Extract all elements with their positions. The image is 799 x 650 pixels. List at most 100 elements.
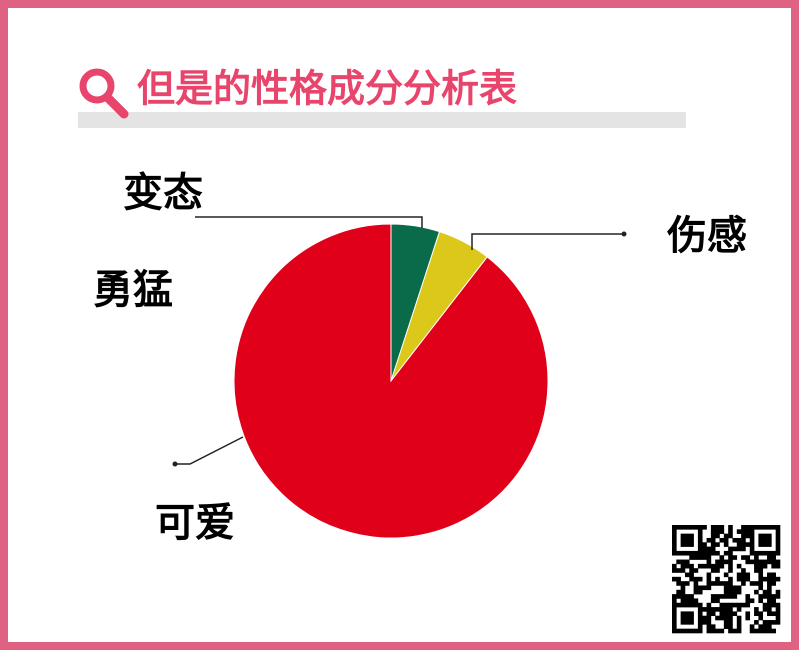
qr-cell (767, 572, 772, 578)
qr-cell (693, 525, 699, 530)
qr-cell (736, 624, 742, 629)
qr-cell (767, 581, 772, 586)
qr-cell (719, 563, 725, 569)
qr-cell (767, 555, 772, 560)
qr-cell (754, 555, 759, 560)
qr-cell (689, 598, 694, 604)
qr-cell (672, 533, 677, 539)
qr-cell (680, 542, 686, 547)
qr-cell (767, 542, 772, 547)
qr-cell (706, 559, 712, 565)
qr-cell (749, 546, 755, 552)
qr-cell (710, 568, 716, 573)
qr-cell (680, 559, 686, 565)
qr-cell (693, 589, 699, 595)
qr-cell (680, 581, 686, 586)
qr-cell (758, 576, 764, 582)
qr-cell (749, 559, 755, 565)
qr-cell (672, 615, 677, 621)
qr-cell (749, 542, 755, 547)
qr-cell (775, 615, 781, 621)
qr-cell (728, 602, 733, 608)
qr-cell (723, 559, 729, 565)
qr-cell (689, 594, 694, 599)
qr-cell (741, 602, 746, 608)
qr-cell (684, 598, 690, 604)
qr-cell (697, 611, 703, 617)
qr-cell (672, 628, 677, 634)
qr-cell (775, 602, 781, 608)
qr-cell (697, 624, 703, 629)
qr-cell (771, 602, 776, 608)
qr-cell (771, 550, 776, 556)
qr-cell (672, 563, 677, 569)
qr-cell (693, 602, 699, 608)
qr-cell (741, 537, 746, 543)
qr-cell (754, 607, 759, 612)
qr-cell (767, 628, 772, 634)
qr-cell (680, 620, 686, 625)
qr-cell (758, 533, 764, 539)
qr-cell (728, 611, 733, 617)
qr-cell (715, 581, 720, 586)
qr-cell (762, 589, 768, 595)
qr-cell (767, 607, 772, 612)
qr-cell (741, 542, 746, 547)
qr-cell (758, 559, 764, 565)
qr-cell (719, 529, 725, 534)
qr-cell (693, 598, 699, 604)
qr-cell (689, 572, 694, 578)
qr-cell (710, 611, 716, 617)
qr-cell (771, 525, 776, 530)
qr-cell (745, 598, 751, 604)
qr-cell (697, 615, 703, 621)
qr-cell (693, 585, 699, 591)
leader-line (175, 436, 244, 465)
qr-cell (723, 615, 729, 621)
qr-cell (728, 594, 733, 599)
qr-cell (702, 563, 707, 569)
qr-cell (697, 546, 703, 552)
qr-cell (680, 602, 686, 608)
qr-cell (754, 568, 759, 573)
qr-cell (771, 559, 776, 565)
qr-cell (745, 559, 751, 565)
qr-cell (741, 533, 746, 539)
qr-cell (684, 602, 690, 608)
qr-cell (775, 537, 781, 543)
qr-cell (749, 525, 755, 530)
qr-cell (758, 525, 764, 530)
qr-cell (706, 576, 712, 582)
qr-cell (767, 525, 772, 530)
qr-cell (762, 624, 768, 629)
qr-cell (728, 589, 733, 595)
qr-cell (710, 550, 716, 556)
qr-cell (689, 602, 694, 608)
qr-cell (680, 594, 686, 599)
qr-cell (697, 537, 703, 543)
qr-cell (710, 581, 716, 586)
qr-cell (749, 598, 755, 604)
qr-cell (741, 525, 746, 530)
qr-cell (684, 572, 690, 578)
qr-cell (728, 585, 733, 591)
qr-cell (758, 537, 764, 543)
qr-cell (762, 542, 768, 547)
qr-cell (728, 555, 733, 560)
qr-cell (702, 607, 707, 612)
qr-cell (736, 602, 742, 608)
qr-cell (775, 529, 781, 534)
qr-cell (723, 607, 729, 612)
qr-cell (723, 589, 729, 595)
qr-cell (715, 550, 720, 556)
qr-cell (684, 563, 690, 569)
qr-cell (758, 628, 764, 634)
qr-cell (767, 620, 772, 625)
qr-cell (762, 628, 768, 634)
qr-cell (728, 568, 733, 573)
qr-cell (775, 620, 781, 625)
qr-cell (702, 550, 707, 556)
qr-cell (680, 615, 686, 621)
qr-cell (767, 594, 772, 599)
